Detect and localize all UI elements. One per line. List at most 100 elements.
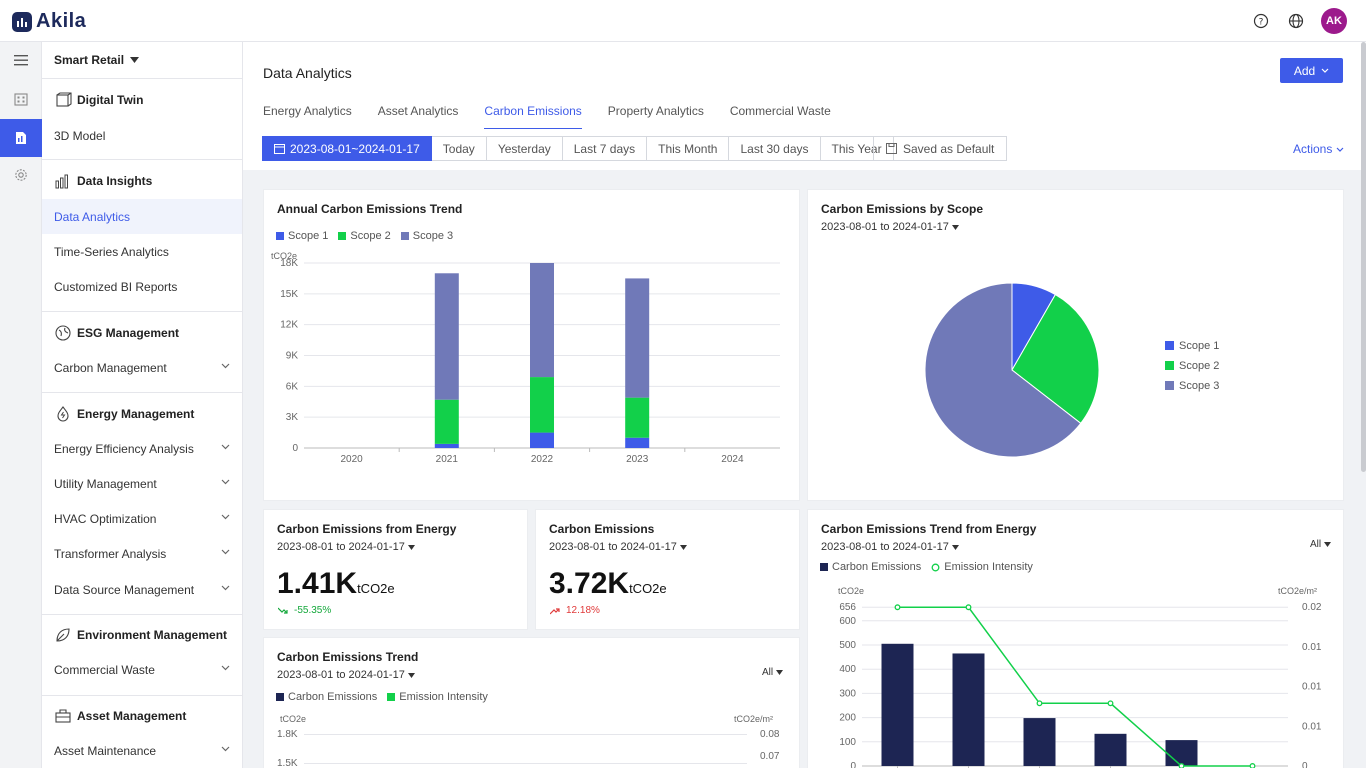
legend-scope-1[interactable]: Scope 1 bbox=[276, 230, 328, 242]
bar-scope-1 bbox=[434, 443, 459, 448]
sidebar-item-asset-maintenance[interactable]: Asset Maintenance bbox=[42, 733, 242, 768]
page-scrollbar[interactable] bbox=[1361, 42, 1366, 472]
actions-label: Actions bbox=[1293, 142, 1333, 156]
tab-commercial-waste[interactable]: Commercial Waste bbox=[729, 104, 831, 118]
saved-as-default-button[interactable]: Saved as Default bbox=[873, 136, 1008, 161]
app-name: Akila bbox=[36, 10, 87, 32]
date-select[interactable]: 2023-08-01 to 2024-01-17 bbox=[821, 541, 959, 553]
rail-analytics[interactable] bbox=[0, 119, 42, 157]
akila-logo[interactable]: Akila bbox=[12, 10, 86, 33]
y-tick-label: 200 bbox=[839, 713, 856, 724]
legend-scope-3[interactable]: Scope 3 bbox=[400, 230, 453, 242]
kpi-delta: -55.35% bbox=[278, 605, 331, 616]
sidebar-group-digital-twin[interactable]: Digital Twin bbox=[42, 82, 242, 117]
trend-up-icon bbox=[550, 607, 560, 614]
sidebar-item-energy-efficiency[interactable]: Energy Efficiency Analysis bbox=[42, 431, 242, 466]
legend-emission-intensity[interactable]: Emission Intensity bbox=[387, 691, 488, 703]
legend-carbon-emissions[interactable]: Carbon Emissions bbox=[276, 691, 377, 703]
sidebar-item-hvac[interactable]: HVAC Optimization bbox=[42, 501, 242, 536]
chevron-down-icon bbox=[221, 746, 230, 752]
chevron-down-icon bbox=[221, 514, 230, 520]
sidebar-item-label: 3D Model bbox=[54, 128, 106, 143]
sidebar-item-carbon-management[interactable]: Carbon Management bbox=[42, 350, 242, 385]
y-tick-label: 15K bbox=[280, 289, 298, 300]
add-button[interactable]: Add bbox=[1280, 58, 1343, 83]
tab-carbon-emissions[interactable]: Carbon Emissions bbox=[484, 104, 582, 129]
y-tick-label: 0 bbox=[292, 443, 298, 454]
workspace-selector[interactable]: Smart Retail bbox=[42, 42, 242, 77]
sidebar-item-bi-reports[interactable]: Customized BI Reports bbox=[42, 269, 242, 304]
date-select[interactable]: 2023-08-01 to 2024-01-17 bbox=[277, 669, 415, 681]
sidebar-item-commercial-waste[interactable]: Commercial Waste bbox=[42, 652, 242, 687]
top-bar: Akila ? AK bbox=[0, 0, 1366, 42]
rail-buildings[interactable] bbox=[0, 81, 42, 117]
chevron-down-icon bbox=[221, 585, 230, 591]
y-tick-label: 18K bbox=[280, 258, 298, 269]
sidebar-item-transformer[interactable]: Transformer Analysis bbox=[42, 536, 242, 571]
sidebar-item-label: Utility Management bbox=[54, 476, 157, 491]
x-tick-label: 2022 bbox=[531, 454, 554, 465]
sidebar-group-energy[interactable]: Energy Management bbox=[42, 396, 242, 431]
y2-tick-label: 0.07 bbox=[760, 751, 780, 762]
date-select[interactable]: 2023-08-01 to 2024-01-17 bbox=[821, 221, 959, 233]
sidebar-group-asset[interactable]: Asset Management bbox=[42, 698, 242, 733]
bar-carbon-emissions bbox=[1023, 718, 1056, 766]
actions-dropdown[interactable]: Actions bbox=[1293, 142, 1344, 156]
legend-scope-2[interactable]: Scope 2 bbox=[338, 230, 391, 242]
left-axis-unit: tCO2e bbox=[838, 586, 865, 596]
workspace-name: Smart Retail bbox=[54, 52, 125, 67]
x-tick-label: 2021 bbox=[436, 454, 459, 465]
range-last-30-days[interactable]: Last 30 days bbox=[729, 136, 821, 161]
help-icon[interactable]: ? bbox=[1252, 12, 1270, 30]
globe-leaf-icon bbox=[55, 324, 71, 341]
chevron-down-icon bbox=[221, 665, 230, 671]
range-this-month[interactable]: This Month bbox=[647, 136, 730, 161]
saved-as-default-label: Saved as Default bbox=[903, 141, 995, 156]
sidebar-group-esg[interactable]: ESG Management bbox=[42, 315, 242, 350]
date-range-picker[interactable]: 2023-08-01~2024-01-17 bbox=[262, 136, 432, 161]
sidebar-group-data-insights[interactable]: Data Insights bbox=[42, 163, 242, 198]
divider bbox=[42, 614, 242, 615]
series-filter-select[interactable]: All bbox=[1310, 539, 1331, 550]
sidebar-group-environment[interactable]: Environment Management bbox=[42, 617, 242, 652]
legend-emission-intensity[interactable]: Emission Intensity bbox=[931, 561, 1033, 573]
energy-emissions-card: Carbon Emissions from Energy 2023-08-01 … bbox=[263, 509, 528, 630]
sidebar-item-time-series[interactable]: Time-Series Analytics bbox=[42, 234, 242, 269]
chevron-down-icon bbox=[221, 363, 230, 369]
y-tick-label: 0 bbox=[850, 761, 856, 768]
legend-label: Scope 3 bbox=[1179, 380, 1219, 392]
series-filter-select[interactable]: All bbox=[762, 667, 783, 678]
date-select-value: 2023-08-01 to 2024-01-17 bbox=[277, 541, 405, 553]
line-point bbox=[1178, 763, 1185, 768]
legend-swatch bbox=[1165, 381, 1174, 390]
sidebar-item-label: Time-Series Analytics bbox=[54, 244, 169, 259]
caret-down-icon bbox=[1323, 542, 1331, 547]
sidebar-item-data-source[interactable]: Data Source Management bbox=[42, 572, 242, 607]
sidebar-item-label: Energy Efficiency Analysis bbox=[54, 441, 194, 456]
tab-property-analytics[interactable]: Property Analytics bbox=[607, 104, 704, 118]
sidebar-item-3d-model[interactable]: 3D Model bbox=[42, 118, 242, 153]
card-title: Carbon Emissions from Energy bbox=[277, 522, 457, 536]
sidebar-item-data-analytics[interactable]: Data Analytics bbox=[42, 199, 242, 234]
user-avatar[interactable]: AK bbox=[1321, 8, 1347, 34]
sidebar-item-utility[interactable]: Utility Management bbox=[42, 466, 242, 501]
date-select[interactable]: 2023-08-01 to 2024-01-17 bbox=[549, 541, 687, 553]
range-last-7-days[interactable]: Last 7 days bbox=[562, 136, 648, 161]
range-yesterday[interactable]: Yesterday bbox=[486, 136, 563, 161]
bar-scope-3 bbox=[530, 263, 554, 378]
chevron-down-icon bbox=[1336, 147, 1344, 152]
sidebar-item-label: Transformer Analysis bbox=[54, 546, 167, 561]
legend-swatch bbox=[338, 232, 347, 241]
tab-energy-analytics[interactable]: Energy Analytics bbox=[263, 104, 352, 118]
date-select[interactable]: 2023-08-01 to 2024-01-17 bbox=[277, 541, 415, 553]
tab-asset-analytics[interactable]: Asset Analytics bbox=[377, 104, 459, 118]
y-tick-label: 400 bbox=[839, 664, 856, 675]
rail-settings[interactable] bbox=[0, 157, 42, 193]
range-today[interactable]: Today bbox=[431, 136, 487, 161]
icon-rail bbox=[0, 42, 42, 768]
menu-toggle[interactable] bbox=[0, 42, 42, 78]
legend-carbon-emissions[interactable]: Carbon Emissions bbox=[820, 561, 921, 573]
line-point bbox=[1036, 700, 1043, 707]
globe-icon[interactable] bbox=[1287, 12, 1305, 30]
range-this-year[interactable]: This Year bbox=[820, 136, 894, 161]
